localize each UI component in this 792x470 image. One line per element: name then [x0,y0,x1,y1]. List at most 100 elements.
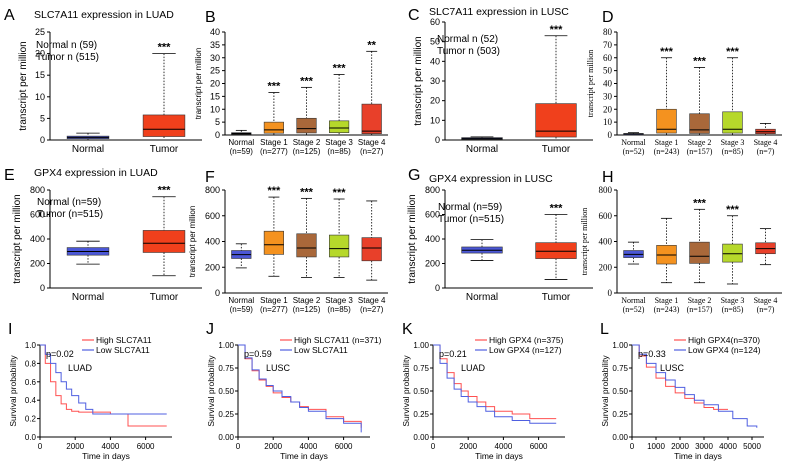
y-tick-label: 600 [205,211,220,221]
y-axis-label: transcript per million [580,208,589,276]
panel-B: 0 5 10 15 20 25 30 35 40 transcript per million No… [194,27,388,156]
y-tick-label: 400 [30,234,45,244]
panel-letter-H: H [602,169,614,186]
x-axis-label: Time in days [475,451,523,461]
y-tick-label: 0 [40,135,45,145]
y-tick-label: 1.00 [413,341,429,350]
x-tick-label: 4000 [495,442,513,451]
x-tick-label: 0 [630,442,635,451]
y-tick-label: 0 [40,283,45,293]
chart-title: SLC7A11 expression in LUAD [34,9,174,21]
x-tick-label: 0 [236,442,241,451]
legend-entry: Tumor n (515) [36,52,99,63]
legend-entry: Normal (n=59) [438,202,502,213]
box-stage-3: *** Stage 3(n=85) [721,204,745,314]
km-curve-low-slc7a11 [40,344,167,415]
box-normal: Normal [461,136,503,155]
y-axis-label: Survival probability [401,355,411,427]
y-tick-label: 15 [35,70,45,80]
x-tick-sublabel: (n=27) [360,305,384,314]
box-iqr [361,237,382,262]
panel-letter-L: L [600,321,609,338]
y-axis-label: transcript per million [188,206,197,278]
box-iqr [263,121,284,134]
x-tick-label: Stage 2 [293,296,321,305]
y-tick-label: 400 [425,234,440,244]
panel-letter-F: F [205,169,215,186]
box-tumor: *** Tumor [142,185,186,303]
y-tick-label: 15 [210,91,220,101]
x-tick-sublabel: (n=243) [654,305,680,314]
y-tick-label: 0.25 [413,410,429,419]
x-tick-sublabel: (n=59) [230,147,254,156]
y-tick-label: 30 [430,76,440,86]
x-tick-label: Stage 1 [260,138,288,147]
box-normal: Normal [66,240,110,303]
x-tick-label: Stage 1 [260,296,288,305]
x-axis-label: Time in days [82,451,130,461]
panel-A: 0 5 10 15 20 25 transcript per million SLC7A11 … [18,9,202,155]
panel-I: 0.0 0.2 0.4 0.6 0.8 1.0 0 2000 4000 6000 Time in d… [8,335,172,461]
x-tick-label: Normal [466,144,498,155]
box-iqr [296,117,317,134]
x-tick-label: Normal [466,292,498,303]
x-tick-sublabel: (n=7) [757,147,775,156]
box-stage-2: *** Stage 2(n=125) [293,75,321,156]
y-tick-label: 20 [210,79,220,89]
x-tick-label: Stage 1 [655,138,679,147]
x-tick-label: Stage 2 [293,138,321,147]
y-tick-label: 80 [603,27,613,37]
y-tick-label: 0.50 [413,387,429,396]
y-tick-label: 0.25 [612,410,628,419]
x-tick-label: Normal [621,138,646,147]
panel-L: 0.00 0.25 0.50 0.75 1.00 0 1000 2000 3000 4000 500… [600,335,764,461]
box-iqr [535,103,577,138]
y-tick-label: 0.00 [612,433,628,442]
box-tumor: *** Tumor [142,42,186,155]
x-tick-label: Stage 1 [655,296,679,305]
y-axis-label: Survival probability [600,355,610,427]
p-value: p=0.21 [439,349,467,359]
x-tick-label: 2000 [459,442,477,451]
y-axis-label: transcript per million [407,194,418,283]
significance-label: *** [158,185,172,197]
box-normal: Normal(n=52) [621,132,646,156]
panel-G: 0 200 400 600 800 transcript per million GPX4 … [407,173,593,303]
legend-entry: Normal n (59) [36,40,97,51]
significance-label: *** [693,197,707,209]
y-tick-label: 0.0 [25,433,37,442]
significance-label: *** [300,186,314,198]
x-tick-label: Stage 3 [325,138,353,147]
significance-label: *** [158,42,172,54]
dataset-label: LUSC [266,363,291,373]
x-tick-sublabel: (n=85) [722,147,744,156]
panel-E: 0 200 400 600 800 transcript per million GPX4 … [12,167,202,303]
x-tick-label: Stage 4 [358,138,386,147]
box-normal: Normal [461,239,503,303]
y-tick-label: 1.00 [612,341,628,350]
y-tick-label: 200 [599,262,613,272]
x-tick-label: 2000 [66,442,84,451]
box-iqr [722,111,743,134]
y-tick-label: 0 [608,130,613,140]
panel-letter-C: C [408,7,420,24]
x-axis-label: Time in days [674,451,722,461]
panel-letter-J: J [206,321,214,338]
panel-F: 0 200 400 600 800 transcript per million Norma… [188,185,388,314]
y-tick-label: 50 [430,37,440,47]
y-tick-label: 25 [210,66,220,76]
dataset-label: LUAD [461,363,486,373]
y-tick-label: 600 [599,211,613,221]
panel-letter-I: I [8,321,12,338]
x-tick-label: 4000 [719,442,737,451]
y-tick-label: 60 [430,17,440,27]
y-tick-label: 600 [30,210,45,220]
y-tick-label: 0.00 [218,433,234,442]
x-tick-sublabel: (n=157) [687,147,713,156]
panel-letter-A: A [4,7,15,24]
dataset-label: LUSC [660,363,685,373]
panel-H: 0 200 400 600 800 transcript per million Norma… [580,185,782,314]
y-tick-label: 10 [603,117,613,127]
significance-label: *** [693,55,707,67]
x-tick-label: 4000 [300,442,318,451]
